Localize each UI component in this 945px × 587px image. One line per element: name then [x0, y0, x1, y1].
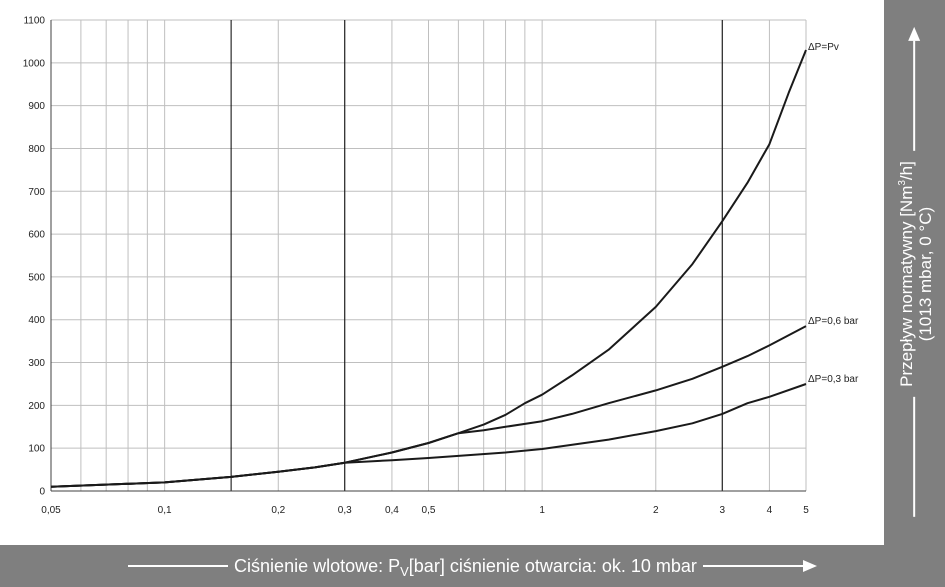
- curve-layer: [50, 49, 807, 488]
- x-tick-label: 0,3: [338, 505, 352, 516]
- x-tick-label: 3: [719, 505, 725, 516]
- x-axis-arrow-line-right: [702, 565, 803, 567]
- ticks-layer: 0 100 200 300 400 500 600 700 800 900 1000 1100 0,05…: [23, 16, 809, 517]
- x-tick-label: 0,05: [41, 505, 61, 516]
- x-axis-arrow-line-left: [128, 565, 229, 567]
- series-label-2: ΔP=0,6 bar: [808, 316, 859, 327]
- y-tick-label: 900: [28, 101, 45, 112]
- y-tick-label: 100: [28, 444, 45, 455]
- y-tick-label: 400: [28, 315, 45, 326]
- y-tick-label: 700: [28, 187, 45, 198]
- y-axis-title-line1: Przepływ normatywny [Nm3/h]: [896, 161, 916, 387]
- x-tick-label: 4: [767, 505, 773, 516]
- x-axis-arrow-head-icon: [802, 560, 817, 572]
- x-tick-label: 1: [539, 505, 545, 516]
- y-axis-title-line2: (1013 mbar, 0 °C): [915, 206, 935, 342]
- x-tick-label: 5: [803, 505, 809, 516]
- y-tick-label: 300: [28, 358, 45, 369]
- y-tick-label: 0: [39, 487, 45, 498]
- grid-layer: [50, 19, 807, 492]
- y-tick-label: 1000: [23, 58, 46, 69]
- chart-svg: 0 100 200 300 400 500 600 700 800 900 1000 1100 0,05…: [23, 16, 859, 517]
- series-line-3: [50, 383, 807, 488]
- series-label-1: ΔP=Pv: [808, 42, 839, 53]
- x-tick-label: 0,4: [385, 505, 399, 516]
- y-tick-label: 200: [28, 401, 45, 412]
- x-tick-label: 2: [653, 505, 659, 516]
- labels-layer: ΔP=Pv ΔP=0,6 bar ΔP=0,3 bar: [808, 42, 859, 385]
- series-label-3: ΔP=0,3 bar: [808, 374, 859, 385]
- x-axis-title-text-after: [bar] ciśnienie otwarcia: ok. 10 mbar: [408, 555, 697, 576]
- x-axis-title-text-before: Ciśnienie wlotowe: P: [234, 555, 401, 576]
- y-tick-label: 600: [28, 230, 45, 241]
- y-axis-arrow-line-top: [913, 41, 915, 152]
- y-axis-arrow-line-bottom: [913, 396, 915, 517]
- x-tick-label: 0,2: [271, 505, 285, 516]
- y-tick-label: 800: [28, 144, 45, 155]
- x-tick-label: 0,1: [158, 505, 172, 516]
- y-axis-arrow-head-icon: [908, 27, 920, 42]
- x-axis-title-subscript: V: [400, 563, 409, 579]
- y-tick-label: 500: [28, 272, 45, 283]
- x-tick-label: 0,5: [422, 505, 436, 516]
- y-tick-label: 1100: [23, 16, 45, 27]
